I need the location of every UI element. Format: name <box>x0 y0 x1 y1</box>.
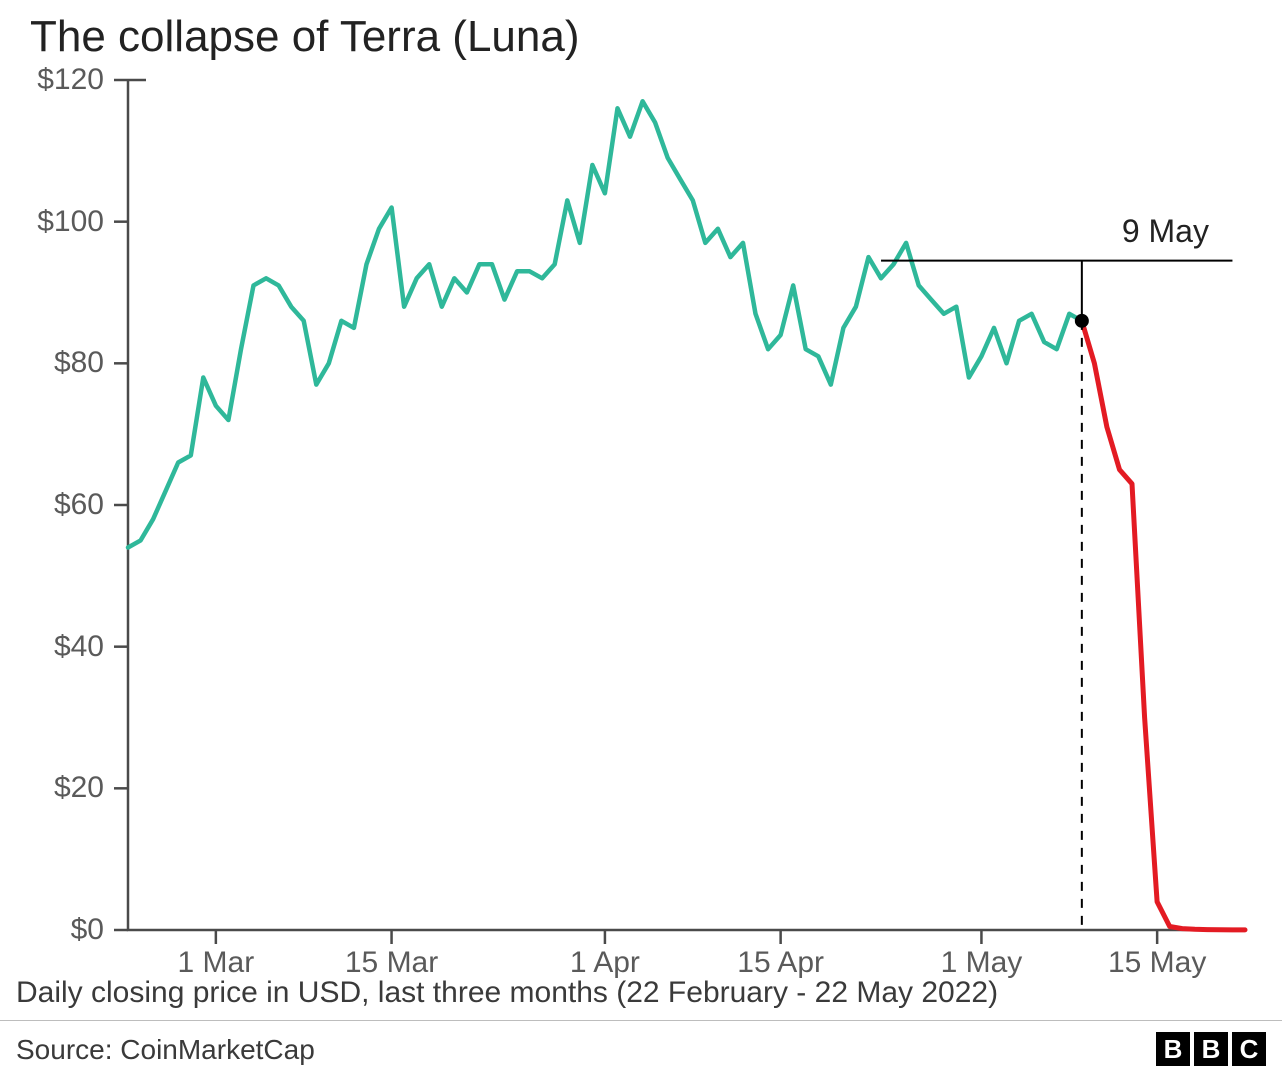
axes <box>128 80 1245 930</box>
x-tick-label: 15 May <box>1108 946 1206 980</box>
bbc-logo-block: C <box>1232 1032 1266 1066</box>
y-tick-label: $100 <box>0 205 104 239</box>
y-tick-label: $120 <box>0 63 104 97</box>
annotation-dot <box>1075 314 1089 328</box>
price-line-red <box>1082 321 1245 930</box>
x-tick-label: 1 Mar <box>178 946 255 980</box>
chart-area <box>0 0 1282 1080</box>
bbc-logo: BBC <box>1156 1032 1266 1066</box>
price-line-green <box>128 101 1082 547</box>
annotation-label: 9 May <box>1122 213 1209 250</box>
bbc-logo-block: B <box>1156 1032 1190 1066</box>
footer-divider <box>0 1020 1282 1021</box>
y-tick-label: $0 <box>0 913 104 947</box>
x-tick-label: 1 May <box>941 946 1023 980</box>
y-tick-label: $20 <box>0 771 104 805</box>
x-tick-label: 1 Apr <box>570 946 640 980</box>
y-tick-label: $60 <box>0 488 104 522</box>
x-tick-label: 15 Mar <box>345 946 438 980</box>
x-tick-label: 15 Apr <box>737 946 824 980</box>
y-tick-label: $80 <box>0 346 104 380</box>
y-tick-label: $40 <box>0 630 104 664</box>
bbc-logo-block: B <box>1194 1032 1228 1066</box>
chart-subtitle: Daily closing price in USD, last three m… <box>16 976 998 1010</box>
source-line: Source: CoinMarketCap <box>16 1034 315 1066</box>
